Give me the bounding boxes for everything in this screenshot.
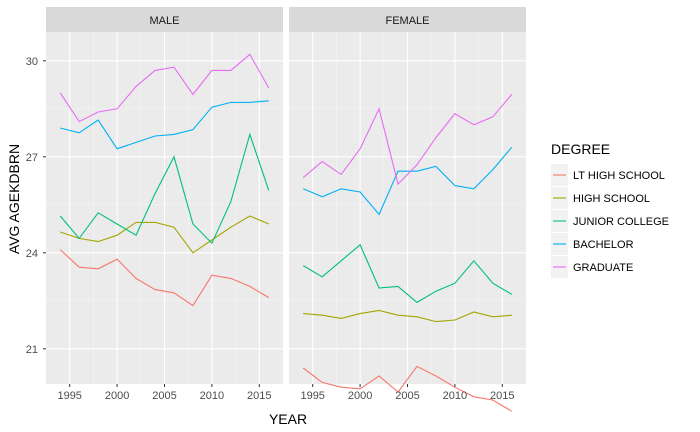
legend-label: GRADUATE [573, 262, 633, 274]
x-tick-label: 2005 [152, 390, 176, 402]
facet-panel-female: FEMALE [289, 7, 526, 412]
x-tick-label: 2015 [490, 390, 514, 402]
series-line-high-school [303, 309, 512, 323]
facet-panels: MALE FEMALE [46, 7, 526, 412]
x-tick-label: 1995 [57, 390, 81, 402]
facet-strip [289, 7, 526, 32]
facet-strip-label: FEMALE [385, 15, 429, 27]
y-axis-title: AVG AGEKDBRN [6, 144, 22, 254]
facet-strip [46, 7, 283, 32]
x-tick-label: 2000 [348, 390, 372, 402]
y-tick-label: 21 [26, 344, 38, 356]
legend-label: BACHELOR [573, 239, 634, 251]
series-line-bachelor [60, 100, 269, 150]
legend-label: LT HIGH SCHOOL [573, 170, 665, 182]
series-line-graduate [59, 53, 270, 123]
series-line-junior-college [302, 243, 513, 304]
y-tick-label: 30 [26, 56, 38, 68]
facet-strip-label: MALE [150, 15, 180, 27]
y-axis: 21 24 27 30 [26, 56, 46, 356]
x-axis-title: YEAR [269, 411, 307, 427]
legend-label: JUNIOR COLLEGE [573, 216, 669, 228]
x-tick-label: 2015 [247, 390, 271, 402]
series-line-high-school [60, 215, 269, 254]
facet-panel-male: MALE [46, 7, 283, 384]
series-line-lt-high-school [59, 249, 270, 307]
legend: DEGREE LT HIGH SCHOOL HIGH SCHOOL JUNIOR C… [551, 141, 669, 278]
x-tick-label: 2000 [105, 390, 129, 402]
x-tick-label: 1995 [300, 390, 324, 402]
y-tick-label: 27 [26, 152, 38, 164]
x-axes: 1995 2000 2005 2010 2015 1995 2000 2005 2010 2015 [57, 384, 515, 402]
series-line-lt-high-school [302, 365, 513, 412]
y-tick-label: 24 [26, 248, 38, 260]
legend-title: DEGREE [551, 141, 610, 157]
series-line-graduate [302, 94, 513, 186]
x-tick-label: 2010 [443, 390, 467, 402]
x-tick-label: 2010 [200, 390, 224, 402]
legend-label: HIGH SCHOOL [573, 193, 650, 205]
series-line-junior-college [59, 132, 270, 245]
series-line-bachelor [303, 146, 513, 216]
x-tick-label: 2005 [395, 390, 419, 402]
